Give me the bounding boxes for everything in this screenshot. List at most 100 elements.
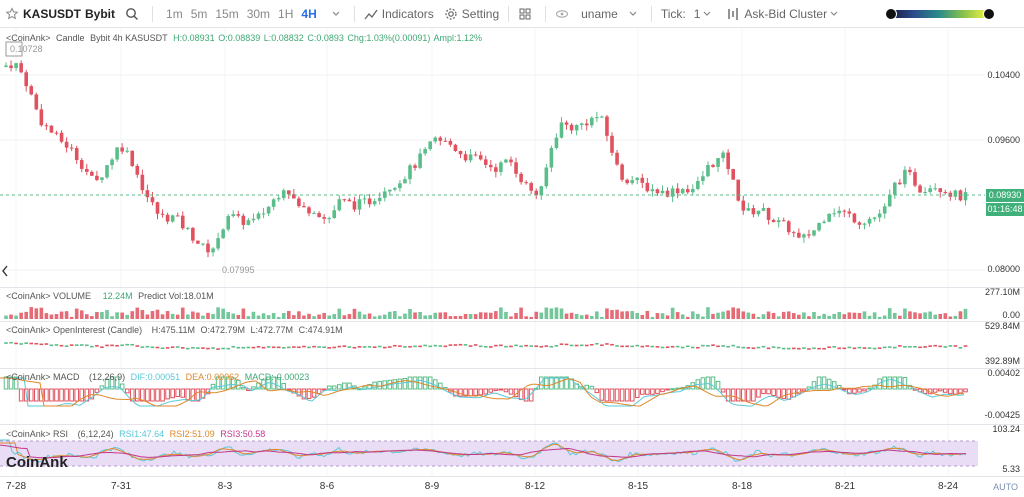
- timeframe-5m[interactable]: 5m: [190, 6, 208, 21]
- user-dropdown[interactable]: uname: [550, 0, 647, 28]
- candle-body: [74, 148, 79, 161]
- oi-candle: [276, 346, 281, 349]
- volume-bar: [14, 315, 18, 319]
- candle-body: [64, 141, 69, 148]
- candle-body: [711, 164, 715, 167]
- search-button[interactable]: [120, 0, 148, 28]
- volume-axis-bottom: 0.00: [1002, 310, 1020, 320]
- candle-body: [413, 165, 417, 168]
- volume-bar: [59, 311, 64, 319]
- volume-bar: [9, 314, 13, 319]
- pane-divider[interactable]: [0, 287, 1024, 288]
- indicators-icon: [364, 9, 378, 19]
- price-axis-label: 0.10400: [987, 70, 1020, 80]
- oi-candle: [554, 345, 559, 347]
- macd-histogram-bar: [629, 388, 635, 402]
- oi-candle: [332, 346, 337, 349]
- macd-histogram-bar: [948, 388, 953, 395]
- timeframe-30m[interactable]: 30m: [246, 6, 271, 21]
- volume-bar: [105, 310, 109, 319]
- candle-body: [938, 188, 943, 193]
- oi-candle: [938, 345, 943, 348]
- oi-candle: [302, 345, 306, 348]
- volume-bar: [948, 316, 953, 319]
- oi-candle: [736, 346, 741, 348]
- oi-candle: [706, 345, 710, 347]
- candle-body: [261, 213, 266, 215]
- macd-histogram-bar: [842, 388, 847, 391]
- oi-candle: [135, 345, 140, 347]
- volume-bar: [317, 314, 321, 319]
- heatmap-color-slider[interactable]: [884, 0, 996, 28]
- volume-bar: [691, 311, 695, 319]
- pane-divider[interactable]: [0, 321, 1024, 322]
- oi-candle: [675, 345, 680, 348]
- star-icon: [5, 6, 19, 19]
- macd-dif: DIF:0.00051: [130, 372, 181, 382]
- oi-candle: [847, 346, 852, 349]
- candle-body: [266, 206, 271, 214]
- timeframe-4h[interactable]: 4H: [301, 6, 317, 21]
- toolbar-separator: [353, 5, 355, 22]
- setting-button[interactable]: Setting: [439, 0, 504, 28]
- pane-divider[interactable]: [0, 424, 1024, 425]
- candle-body: [579, 123, 584, 126]
- candle-body: [574, 125, 579, 131]
- slider-handle-left[interactable]: [885, 7, 898, 20]
- macd-histogram-bar: [377, 380, 382, 390]
- candle-body: [630, 180, 634, 184]
- rsi-params: (6,12,24): [77, 429, 114, 439]
- volume-bar: [332, 314, 337, 319]
- indicators-button[interactable]: Indicators: [359, 0, 439, 28]
- macd-histogram-bar: [776, 388, 781, 398]
- slider-handle-right[interactable]: [983, 7, 996, 20]
- volume-bar: [867, 315, 872, 319]
- cluster-dropdown[interactable]: Ask-Bid Cluster: [721, 0, 848, 28]
- macd-histogram-bar: [306, 388, 312, 399]
- volume-bar: [413, 312, 417, 319]
- oi-candle: [852, 347, 857, 350]
- candle-body: [716, 158, 720, 167]
- oi-candle: [165, 347, 170, 349]
- oi-candle: [408, 345, 412, 348]
- oi-candle: [620, 345, 624, 348]
- oi-candle: [948, 345, 953, 347]
- favorite-star-button[interactable]: KASUSDT Bybit: [0, 0, 120, 28]
- legend-amplitude: Ampl:1.12%: [433, 33, 482, 43]
- oi-candle: [34, 342, 39, 345]
- candle-body: [756, 210, 761, 215]
- macd-histogram-bar: [140, 388, 145, 402]
- layout-button[interactable]: [513, 0, 541, 28]
- collapse-left-button[interactable]: [0, 264, 10, 281]
- oi-candle: [130, 343, 135, 346]
- volume-bar: [196, 312, 200, 319]
- toolbar-separator: [650, 5, 652, 22]
- candle-body: [928, 188, 932, 193]
- candle-body: [761, 207, 766, 211]
- timeframe-dropdown[interactable]: [326, 0, 350, 28]
- volume-bar: [120, 312, 124, 319]
- candle-body: [595, 117, 599, 119]
- candle-body: [797, 232, 801, 238]
- macd-histogram-bar: [230, 377, 236, 390]
- timeframe-15m[interactable]: 15m: [215, 6, 239, 21]
- oi-candle: [559, 343, 564, 345]
- volume-bar: [297, 311, 301, 319]
- volume-bar: [706, 307, 710, 319]
- timeframe-1m[interactable]: 1m: [166, 6, 183, 21]
- timeframe-1h[interactable]: 1H: [278, 6, 294, 21]
- volume-bar: [817, 315, 821, 319]
- auto-scale-button[interactable]: AUTO: [993, 482, 1018, 492]
- volume-bar: [24, 311, 28, 319]
- macd-histogram-bar: [650, 388, 655, 395]
- pane-divider[interactable]: [0, 368, 1024, 369]
- date-label: 8-15: [627, 481, 649, 492]
- volume-bar: [64, 311, 69, 319]
- candle-body: [170, 215, 175, 222]
- volume-bar: [458, 315, 463, 319]
- oi-candle: [645, 345, 650, 347]
- tick-dropdown[interactable]: Tick: 1: [656, 0, 722, 28]
- oi-candle: [595, 342, 599, 345]
- candle-body: [549, 147, 554, 168]
